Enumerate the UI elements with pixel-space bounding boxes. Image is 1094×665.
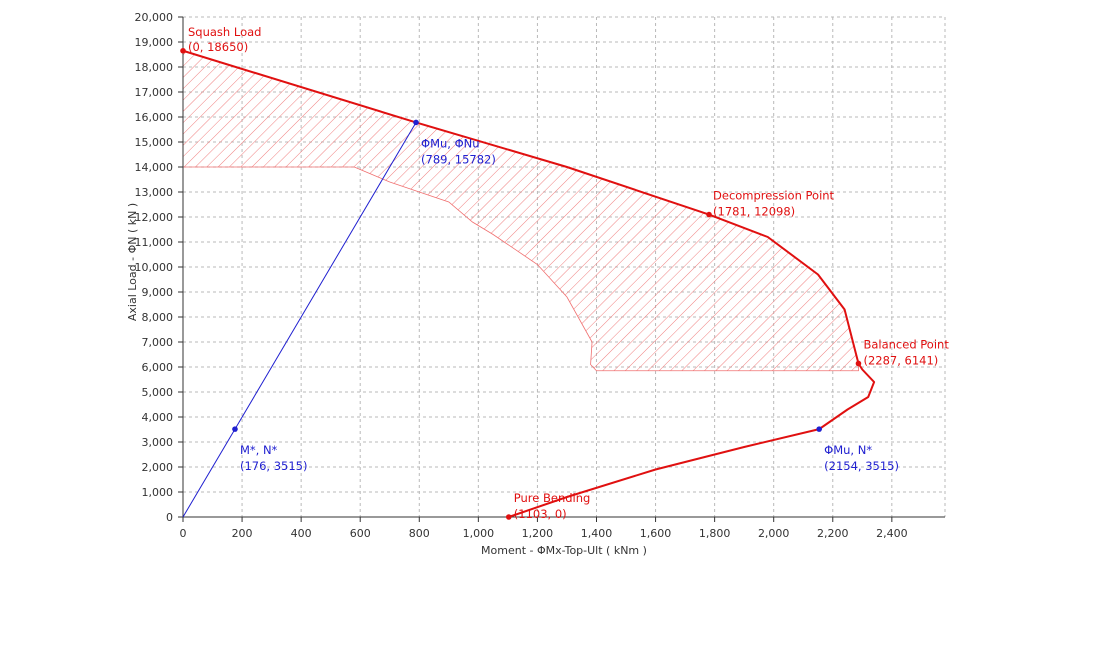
interaction-curve-line	[182, 49, 876, 518]
y-tick-label: 17,000	[135, 86, 174, 99]
annotation-label: Squash Load	[188, 25, 261, 39]
y-tick-label: 20,000	[135, 11, 174, 24]
y-tick-label: 14,000	[135, 161, 174, 174]
x-axis-title: Moment - ΦMx-Top-Ult ( kNm )	[481, 544, 647, 557]
annotation-label: ΦMu, ΦNu	[421, 136, 480, 150]
annotation-coords: (176, 3515)	[240, 459, 308, 473]
annotation-label: Decompression Point	[713, 189, 835, 203]
annotation-coords: (2287, 6141)	[863, 353, 938, 367]
annotation-coords: (0, 18650)	[188, 40, 248, 54]
y-tick-label: 10,000	[135, 261, 174, 274]
annotation-point-marker	[413, 119, 419, 126]
annotation-coords: (1103, 0)	[514, 507, 567, 521]
annotation-label: Balanced Point	[863, 337, 949, 351]
x-tick-label: 2,200	[817, 527, 849, 540]
y-tick-label: 1,000	[142, 486, 174, 499]
x-tick-label: 800	[409, 527, 430, 540]
y-tick-label: 2,000	[142, 461, 174, 474]
y-tick-label: 12,000	[135, 211, 174, 224]
annotation-layer: Squash Load(0, 18650) ΦMu, ΦNu (789, 15782…	[180, 25, 949, 521]
y-tick-label: 0	[166, 511, 173, 524]
x-tick-label: 1,200	[522, 527, 554, 540]
y-tick-label: 16,000	[135, 111, 174, 124]
annotation-point-marker	[855, 360, 862, 367]
annotation-label: Pure Bending	[514, 491, 591, 505]
annotation-label: M*, N*	[240, 443, 278, 457]
y-tick-label: 15,000	[135, 136, 174, 149]
x-tick-label: 1,000	[463, 527, 495, 540]
x-tick-label: 1,400	[581, 527, 613, 540]
y-tick-label: 7,000	[142, 336, 174, 349]
annotation-coords: (1781, 12098)	[713, 205, 795, 219]
annotation-point-marker	[232, 426, 238, 432]
annotation-coords: (2154, 3515)	[824, 459, 899, 473]
y-tick-label: 8,000	[142, 311, 174, 324]
y-tick-label: 4,000	[142, 411, 174, 424]
axis-layer: 0 200 400 600 800 1,000 1,200 1,400 1,600 1,800 2,…	[135, 11, 945, 540]
y-tick-label: 5,000	[142, 386, 174, 399]
x-tick-label: 600	[350, 527, 371, 540]
x-tick-label: 400	[291, 527, 312, 540]
annotation-coords: (789, 15782)	[421, 152, 496, 166]
y-axis-title: Axial Load - ΦN ( kN )	[126, 203, 139, 321]
annotation-point-marker	[816, 426, 822, 432]
x-tick-label: 2,400	[876, 527, 908, 540]
x-tick-label: 1,600	[640, 527, 672, 540]
x-tick-label: 2,000	[758, 527, 790, 540]
y-tick-label: 6,000	[142, 361, 174, 374]
y-tick-label: 18,000	[135, 61, 174, 74]
annotation-point-marker	[180, 47, 186, 54]
x-tick-label: 0	[180, 527, 187, 540]
x-tick-label: 1,800	[699, 527, 731, 540]
y-tick-label: 3,000	[142, 436, 174, 449]
y-tick-label: 13,000	[135, 186, 174, 199]
annotation-point-marker	[706, 211, 712, 218]
load-path-line	[182, 122, 417, 518]
y-tick-label: 19,000	[135, 36, 174, 49]
annotation-label: ΦMu, N*	[824, 443, 872, 457]
y-tick-label: 11,000	[135, 236, 174, 249]
y-tick-label: 9,000	[142, 286, 174, 299]
annotation-point-marker	[505, 514, 512, 520]
x-tick-label: 200	[232, 527, 253, 540]
